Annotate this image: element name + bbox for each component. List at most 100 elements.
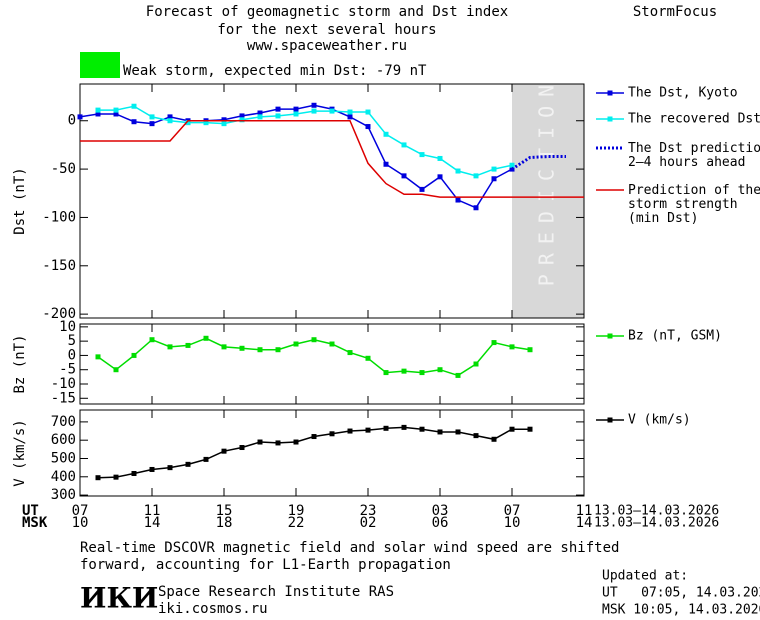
data-point [275, 113, 281, 119]
data-point [239, 345, 245, 351]
data-point [113, 107, 119, 113]
data-point [419, 186, 425, 192]
y-tick-label: 400 [51, 469, 76, 485]
msk-label: MSK [22, 515, 48, 531]
series-line [80, 119, 584, 198]
updated-msk: MSK 10:05, 14.03.2026 [602, 603, 760, 618]
data-point [95, 354, 101, 360]
data-point [383, 161, 389, 167]
data-point [131, 470, 137, 476]
data-point [203, 120, 209, 126]
data-point [509, 162, 515, 168]
data-point [437, 367, 443, 373]
data-point [293, 341, 299, 347]
data-point [401, 142, 407, 148]
data-point [293, 111, 299, 117]
data-point [167, 114, 173, 120]
data-point [383, 131, 389, 137]
data-point [77, 114, 83, 120]
data-point [131, 352, 137, 358]
series-line [97, 337, 531, 377]
data-point [347, 109, 353, 115]
data-point [329, 108, 335, 114]
data-point [113, 474, 119, 480]
date-range: 13.03–14.03.2026 [594, 504, 719, 519]
ut-tick-label: 07 [504, 503, 521, 519]
msk-tick-label: 10 [504, 515, 521, 531]
y-tick-label: -15 [51, 390, 76, 406]
data-point [365, 109, 371, 115]
legend-label: Prediction of the storm strength (min Dst) [628, 183, 760, 226]
data-point [455, 168, 461, 174]
title-line: Forecast of geomagnetic storm and Dst in… [146, 4, 508, 20]
msk-tick-label: 22 [288, 515, 305, 531]
data-point [221, 117, 227, 123]
data-point [365, 427, 371, 433]
data-point [167, 118, 173, 124]
data-point [257, 347, 263, 353]
msk-tick-label: 14 [576, 515, 593, 531]
ut-tick-label: 23 [360, 503, 377, 519]
msk-tick-label: 14 [144, 515, 161, 531]
y-tick-label: -5 [59, 362, 76, 378]
ut-tick-label: 03 [432, 503, 449, 519]
data-point [329, 431, 335, 437]
note-line: forward, accounting for L1-Earth propaga… [80, 557, 451, 573]
data-point [221, 344, 227, 350]
data-point [491, 166, 497, 172]
msk-tick-label: 02 [360, 515, 377, 531]
y-tick-label: -10 [51, 376, 76, 392]
data-point [257, 439, 263, 445]
y-tick-label: -200 [42, 306, 76, 322]
y-axis-label: V (km/s) [12, 419, 28, 486]
data-point [167, 344, 173, 350]
data-point [239, 113, 245, 119]
data-point [113, 367, 119, 373]
prediction-label: PREDICTION [535, 76, 559, 286]
data-point [149, 114, 155, 120]
data-point [185, 120, 191, 126]
legend-label: V (km/s) [628, 413, 691, 428]
data-point [275, 440, 281, 446]
data-point [383, 425, 389, 431]
data-point [311, 434, 317, 440]
legend-label: Bz (nT, GSM) [628, 329, 722, 344]
data-point [383, 370, 389, 376]
data-point [185, 461, 191, 467]
y-axis-label: Bz (nT) [12, 334, 28, 393]
data-point [95, 475, 101, 481]
data-point [437, 429, 443, 435]
data-point [293, 106, 299, 112]
y-tick-label: -100 [42, 209, 76, 225]
data-point [95, 111, 101, 117]
data-point [419, 426, 425, 432]
storm-indicator [80, 52, 120, 78]
data-point [275, 347, 281, 353]
data-point [149, 337, 155, 343]
data-point [311, 337, 317, 343]
title-line: www.spaceweather.ru [247, 38, 407, 54]
data-point [347, 350, 353, 356]
data-point [473, 361, 479, 367]
date-range: 13.03–14.03.2026 [594, 516, 719, 531]
title-line: for the next several hours [217, 22, 436, 38]
series-line [511, 155, 566, 171]
y-tick-label: 300 [51, 487, 76, 503]
logo: ИКИ [80, 582, 158, 615]
data-point [401, 173, 407, 179]
data-point [365, 124, 371, 130]
institute: Space Research Institute RAS [158, 584, 394, 600]
data-point [437, 174, 443, 180]
updated-ut: UT 07:05, 14.03.2026 [602, 586, 760, 601]
msk-tick-label: 06 [432, 515, 449, 531]
prediction-zone [512, 84, 584, 318]
data-point [473, 205, 479, 211]
data-point [239, 445, 245, 451]
data-point [293, 439, 299, 445]
data-point [131, 119, 137, 125]
data-point [473, 173, 479, 179]
data-point [203, 456, 209, 462]
note-line: Real-time DSCOVR magnetic field and sola… [80, 540, 619, 556]
y-tick-label: -50 [51, 161, 76, 177]
plot-frame [79, 323, 585, 405]
